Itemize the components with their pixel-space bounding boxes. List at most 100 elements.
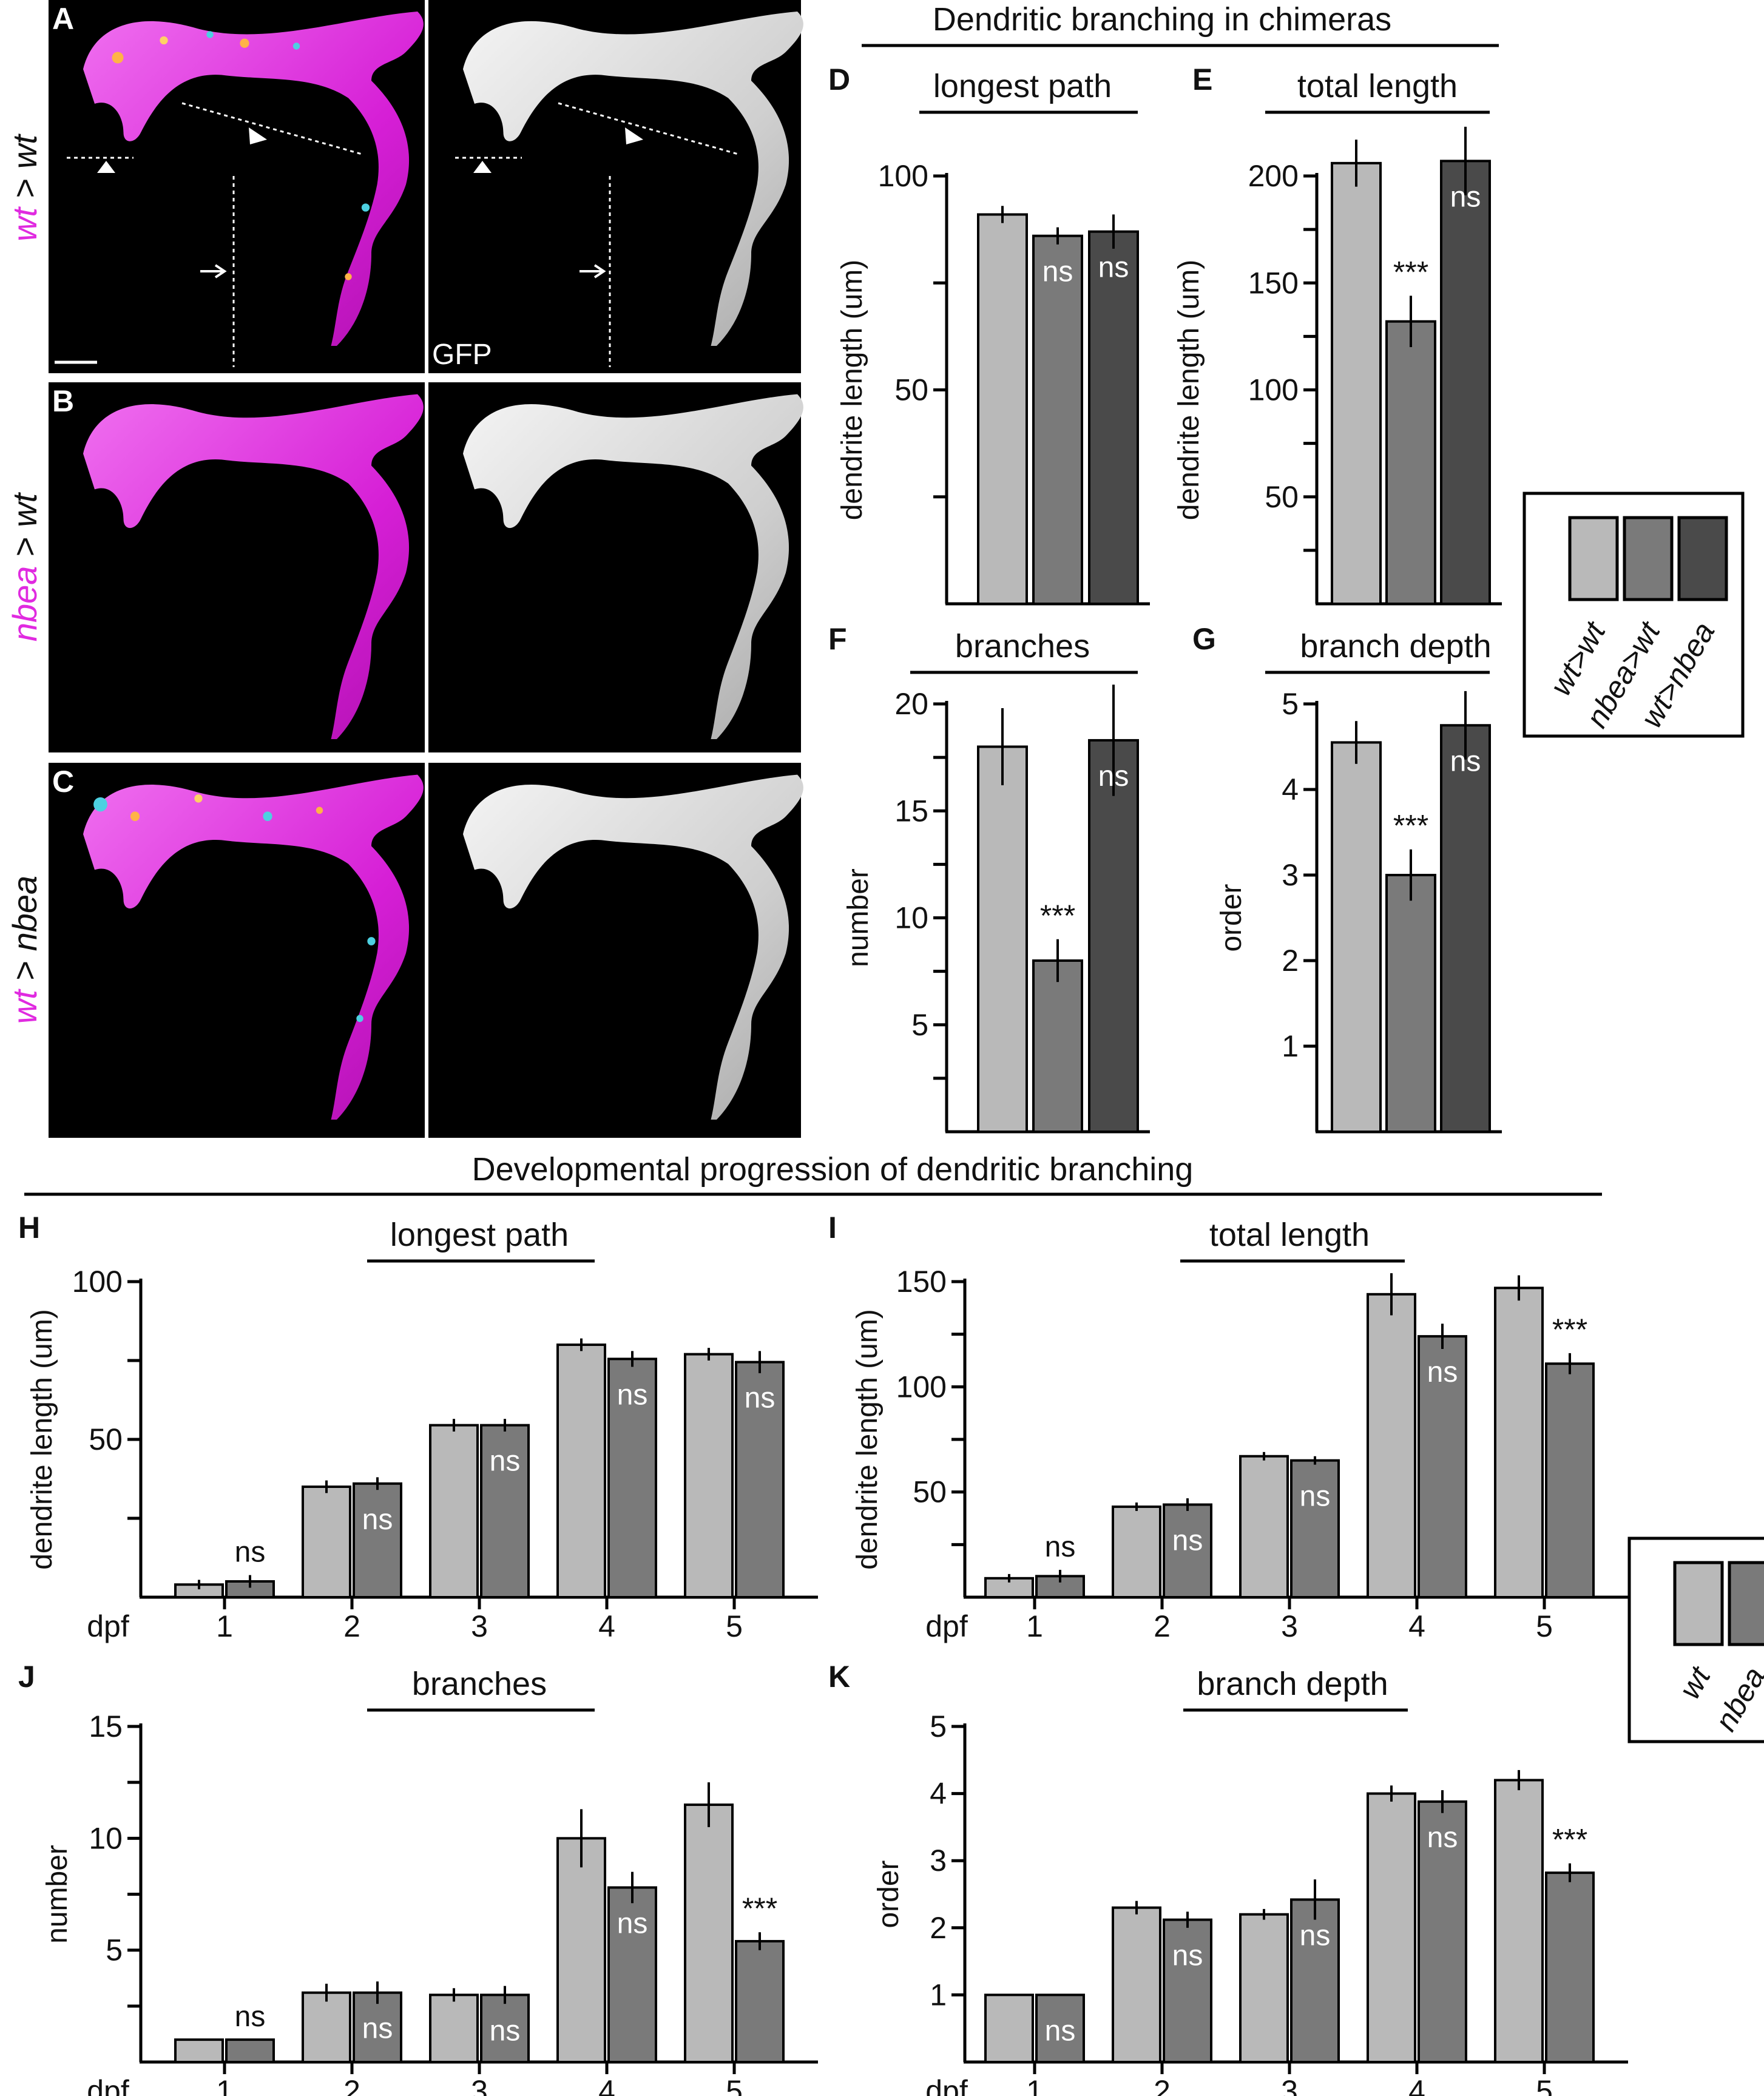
bar (1239, 1913, 1289, 2063)
significance-label: *** (1393, 255, 1428, 289)
gfp-label: GFP (432, 339, 492, 371)
x-axis-prefix: dpf (925, 1609, 968, 1643)
genotype-separator: > (5, 951, 44, 990)
significance-label: *** (1393, 809, 1428, 843)
x-tick-label: 3 (471, 1609, 488, 1643)
bar (302, 1486, 351, 1598)
bar (1385, 874, 1436, 1133)
significance-label: ns (362, 2013, 393, 2045)
significance-label: ns (235, 2001, 266, 2033)
significance-label: ns (617, 1907, 648, 1939)
bar (684, 1353, 734, 1599)
bar (556, 1837, 606, 2063)
y-tick-label: 50 (1265, 480, 1299, 514)
y-axis-label: dendrite length (um) (1173, 260, 1205, 521)
y-axis-label: dendrite length (um) (851, 1309, 884, 1570)
chart-title: total length (1297, 68, 1458, 104)
bar (1545, 1362, 1595, 1598)
x-tick-label: 4 (1408, 2074, 1425, 2096)
bar (1088, 230, 1139, 605)
significance-label: ns (490, 2015, 521, 2047)
legend-swatch (1623, 516, 1674, 601)
image-row-c (49, 763, 803, 1138)
y-tick-label: 100 (878, 159, 928, 193)
significance-label: ns (1300, 1919, 1331, 1952)
x-tick-label: 2 (1154, 1609, 1171, 1643)
panel-letter-i: I (828, 1211, 837, 1245)
genotype-separator: > (5, 527, 44, 566)
y-tick-label: 50 (913, 1475, 947, 1509)
y-tick-label: 10 (894, 901, 928, 935)
bar (1331, 741, 1382, 1133)
y-tick-label: 200 (1248, 159, 1299, 193)
significance-label: ns (1043, 256, 1073, 288)
panel-letter-a: A (52, 2, 74, 36)
x-tick-label: 3 (471, 2074, 488, 2096)
y-tick-label: 5 (930, 1709, 947, 1743)
y-tick-label: 1 (930, 1978, 947, 2012)
bar (1367, 1792, 1416, 2064)
x-axis-prefix: dpf (87, 1609, 129, 1643)
y-tick-label: 4 (1282, 772, 1299, 806)
y-tick-label: 100 (1248, 373, 1299, 407)
y-tick-label: 50 (894, 373, 928, 407)
y-tick-label: 5 (106, 1933, 123, 1967)
x-tick-label: 4 (598, 2074, 615, 2096)
chart-title: branch depth (1197, 1666, 1388, 1702)
bar (735, 1361, 785, 1599)
genotype-host: nbea (5, 566, 44, 642)
x-tick-label: 2 (1154, 2074, 1171, 2096)
bar (1088, 739, 1139, 1134)
significance-label: ns (1098, 760, 1129, 793)
bar (225, 2038, 275, 2063)
image-row-b (49, 382, 803, 752)
chart-title: branch depth (1300, 628, 1491, 664)
panel-letter-g: G (1192, 622, 1216, 656)
image-panels (49, 0, 803, 1138)
bar (556, 1344, 606, 1598)
x-tick-label: 1 (1026, 1609, 1043, 1643)
y-tick-label: 20 (894, 687, 928, 721)
image-row-a (49, 0, 803, 373)
bar (1239, 1455, 1289, 1599)
genotype-donor: wt (5, 134, 44, 169)
bar (1367, 1293, 1416, 1599)
x-tick-label: 1 (216, 2074, 233, 2096)
bar (1290, 1459, 1340, 1599)
bar (1418, 1800, 1467, 2064)
panel-letter-c: C (52, 765, 74, 799)
panel-letter-d: D (828, 63, 850, 96)
bar (977, 745, 1028, 1133)
bar (429, 1424, 479, 1599)
significance-label: ns (1427, 1356, 1458, 1388)
significance-label: ns (235, 1537, 266, 1569)
y-tick-label: 2 (1282, 944, 1299, 978)
chart-title: longest path (390, 1217, 569, 1253)
legend-swatch (1673, 1561, 1724, 1646)
significance-label: ns (745, 1382, 776, 1415)
genotype-label-row-b: nbea > wt (5, 492, 44, 641)
significance-label: ns (617, 1379, 648, 1411)
bar (480, 1993, 530, 2063)
chart-title: total length (1209, 1217, 1370, 1253)
significance-label: *** (742, 1891, 777, 1925)
y-axis-label: dendrite length (um) (836, 260, 868, 521)
panel-letter-k: K (828, 1660, 850, 1694)
bar (1545, 1871, 1595, 2063)
significance-label: ns (1172, 1940, 1203, 1972)
bar (353, 1991, 402, 2064)
y-tick-label: 5 (1282, 687, 1299, 721)
y-tick-label: 3 (930, 1844, 947, 1878)
significance-label: ns (1172, 1524, 1203, 1557)
significance-label: ns (1450, 181, 1481, 213)
bar (1032, 959, 1083, 1133)
bar (480, 1424, 530, 1599)
bar (1163, 1503, 1212, 1598)
